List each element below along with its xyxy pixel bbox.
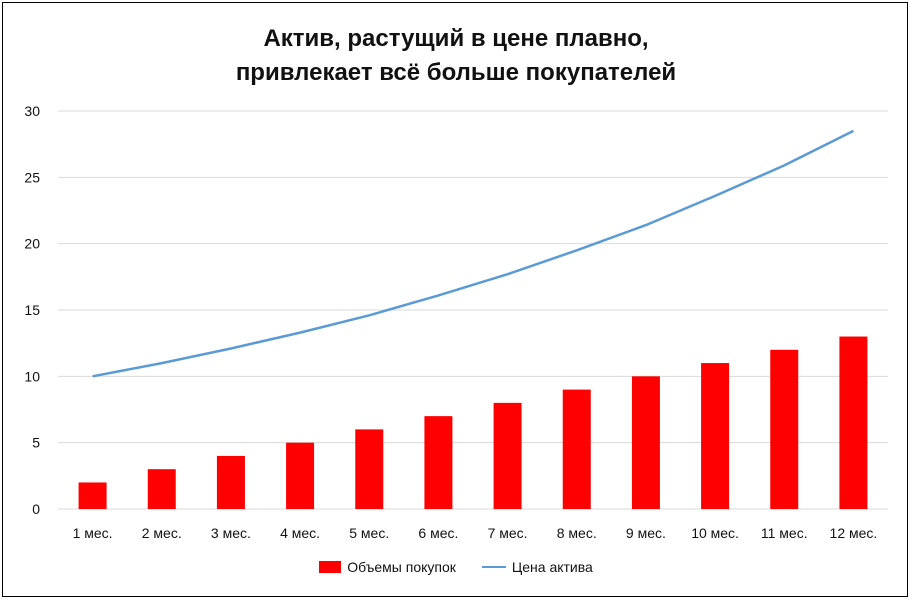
line-series [92, 129, 854, 378]
x-tick-label: 2 мес. [142, 525, 182, 541]
bar [839, 336, 868, 509]
bar [78, 482, 107, 509]
legend-swatch-line [481, 566, 506, 568]
y-tick-label: 20 [24, 236, 40, 252]
chart-title-line-1: Актив, растущий в цене плавно, [263, 25, 649, 52]
bar-series [78, 336, 868, 509]
x-tick-label: 11 мес. [761, 525, 808, 541]
y-tick-label: 15 [24, 302, 40, 318]
legend-item-line: Цена актива [481, 559, 593, 575]
x-tick-label: 8 мес. [557, 525, 597, 541]
chart-title-line-2: привлекает всё больше покупателей [235, 59, 677, 86]
legend-label-line: Цена актива [511, 559, 593, 575]
bar [286, 442, 315, 509]
price-line [92, 129, 854, 378]
chart-legend: Объемы покупок Цена актива [0, 556, 912, 578]
y-tick-label: 0 [32, 501, 40, 517]
x-tick-label: 5 мес. [349, 525, 389, 541]
x-tick-label: 9 мес. [626, 525, 666, 541]
bar [424, 416, 453, 509]
y-tick-labels: 0 5 10 15 20 25 30 [24, 103, 40, 517]
x-tick-labels: 1 мес. 2 мес. 3 мес. 4 мес. 5 мес. 6 мес. 7 ме… [73, 525, 878, 541]
y-tick-label: 5 [32, 435, 40, 451]
bar [562, 389, 591, 509]
bar [770, 349, 799, 509]
x-tick-label: 12 мес. [830, 525, 878, 541]
legend-item-bars: Объемы покупок [319, 559, 456, 575]
bar [493, 402, 522, 509]
x-tick-label: 10 мес. [691, 525, 739, 541]
legend-label-bars: Объемы покупок [347, 559, 456, 575]
bar [216, 455, 245, 509]
x-tick-label: 7 мес. [488, 525, 528, 541]
bar [355, 429, 384, 509]
chart-title: Актив, растущий в цене плавно, привлекае… [0, 22, 912, 90]
legend-swatch-bars [319, 561, 342, 573]
y-tick-label: 25 [24, 169, 40, 185]
x-tick-label: 1 мес. [73, 525, 113, 541]
bar [631, 376, 660, 509]
x-tick-label: 3 мес. [211, 525, 251, 541]
bar [701, 363, 730, 509]
y-tick-label: 30 [24, 103, 40, 119]
bar [147, 469, 176, 509]
y-tick-label: 10 [24, 368, 40, 384]
grid-lines [58, 110, 888, 510]
x-tick-label: 4 мес. [280, 525, 320, 541]
x-tick-label: 6 мес. [418, 525, 458, 541]
